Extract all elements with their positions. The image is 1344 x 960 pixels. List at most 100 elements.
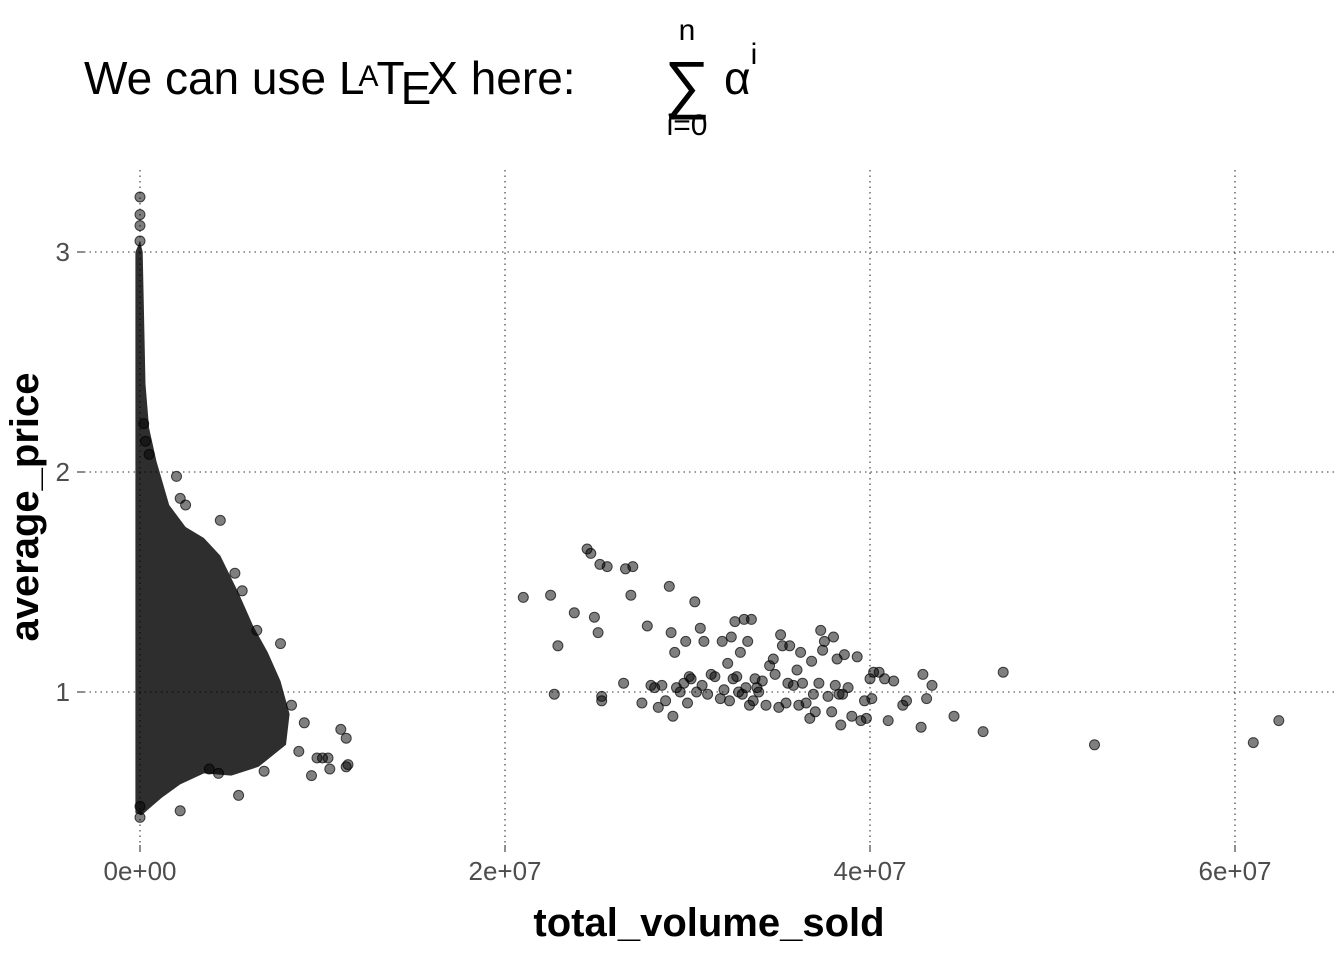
sum-term: αi [724, 38, 757, 104]
title-latex-t: T [376, 52, 404, 104]
data-point [517, 591, 529, 603]
data-point [596, 695, 608, 707]
data-point [835, 719, 847, 731]
data-point [689, 596, 701, 608]
data-point [275, 638, 286, 650]
title-prefix: We can use [84, 52, 339, 104]
data-point [760, 699, 772, 711]
data-point [828, 631, 839, 643]
y-axis-label: average_price [3, 372, 47, 641]
data-point [842, 682, 854, 694]
data-point [143, 448, 155, 460]
title-formula: n ∑ i=0 αi [664, 14, 757, 142]
data-point [716, 635, 728, 647]
data-point [977, 726, 989, 738]
data-point [171, 470, 182, 482]
data-point [592, 627, 604, 639]
data-point [866, 693, 878, 705]
data-point [694, 622, 706, 634]
data-point [1273, 715, 1285, 727]
data-point [660, 695, 672, 707]
data-point [813, 677, 825, 689]
data-point [229, 567, 241, 579]
data-point [734, 646, 746, 658]
data-point [214, 514, 226, 526]
data-point [140, 435, 151, 447]
data-point [134, 800, 146, 812]
data-point [729, 616, 741, 628]
data-point [665, 627, 677, 639]
data-point [680, 635, 692, 647]
data-point [698, 635, 710, 647]
data-point [838, 649, 850, 661]
title-latex-l: L [339, 52, 365, 104]
data-point [709, 671, 721, 683]
data-point [298, 717, 310, 729]
data-point [818, 635, 830, 647]
data-point [745, 613, 757, 625]
sum-upper-limit: n [679, 14, 696, 47]
data-point [822, 690, 834, 702]
data-point [625, 589, 637, 601]
data-point [324, 763, 336, 775]
sum-symbol: ∑ [664, 48, 710, 120]
data-point [641, 620, 653, 632]
data-point [800, 697, 812, 709]
x-axis-ticks: 0e+00 2e+07 4e+07 6e+07 [103, 845, 1272, 886]
data-point [134, 811, 146, 823]
data-point [948, 710, 960, 722]
data-point [236, 585, 248, 597]
data-point [667, 710, 679, 722]
data-point [879, 673, 891, 685]
data-point [1247, 737, 1259, 749]
x-tick-label: 0e+00 [103, 856, 176, 886]
sum-term-exponent: i [751, 38, 758, 71]
title-latex-a: A [358, 60, 378, 93]
x-tick-label: 6e+07 [1198, 856, 1271, 886]
data-point [826, 706, 838, 718]
dense-cluster-mass [135, 241, 290, 816]
data-point [917, 668, 929, 680]
data-point [809, 706, 821, 718]
data-point [286, 699, 297, 711]
data-point [311, 752, 323, 764]
data-point [901, 695, 912, 707]
data-point [851, 651, 863, 663]
title-latex-x: X [427, 52, 458, 104]
data-point [797, 677, 808, 689]
data-point [747, 695, 759, 707]
data-point [618, 677, 630, 689]
data-point [740, 682, 752, 694]
sum-lower-limit: i=0 [667, 109, 708, 142]
data-point [134, 220, 146, 232]
data-point [791, 664, 803, 676]
data-point [997, 666, 1009, 678]
data-point [652, 701, 664, 713]
data-point [926, 679, 938, 691]
x-tick-label: 4e+07 [833, 856, 906, 886]
data-point [180, 499, 192, 511]
data-point [731, 671, 743, 683]
y-tick-label: 3 [56, 237, 70, 267]
data-point [548, 688, 560, 700]
title-suffix: here: [458, 52, 588, 104]
data-point [213, 767, 224, 779]
data-point [585, 547, 597, 559]
data-point [722, 657, 734, 669]
data-point [815, 624, 827, 636]
data-point [340, 761, 352, 773]
data-point [293, 745, 305, 757]
data-point [846, 710, 858, 722]
data-point [627, 561, 639, 573]
data-point [780, 697, 792, 709]
data-point [767, 653, 779, 665]
data-point [669, 646, 681, 658]
data-point [784, 640, 796, 652]
data-point [787, 679, 799, 691]
data-point [258, 765, 270, 777]
data-point [636, 697, 648, 709]
data-point [807, 688, 819, 700]
data-point [588, 611, 600, 623]
data-point [335, 723, 347, 735]
